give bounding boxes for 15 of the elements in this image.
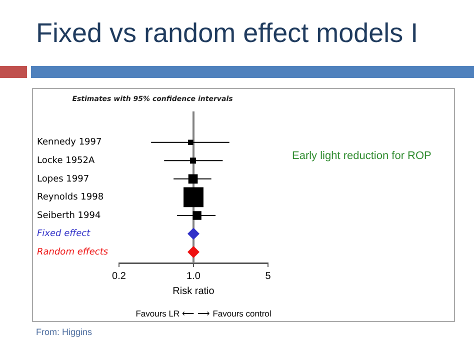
x-tick-label: 0.2 xyxy=(112,270,126,282)
text: From: Higgins xyxy=(36,327,92,337)
y-tick-label: Random effects xyxy=(37,247,108,258)
x-tick-label: 5 xyxy=(265,270,272,282)
chart-title: Fixed vs random effect models I xyxy=(36,18,418,49)
x-axis-title: Risk ratio xyxy=(172,286,215,297)
x-tick-label: 1.0 xyxy=(186,270,201,282)
y-tick-label: Kennedy 1997 xyxy=(37,138,102,148)
text: Early light reduction for ROP xyxy=(292,150,432,162)
y-tick-label: Fixed effect xyxy=(37,229,91,240)
y-tick-label: Locke 1952A xyxy=(37,156,96,166)
text: Favours LR ⟵ ⟶ Favours control xyxy=(136,308,272,318)
y-tick-label: Seiberth 1994 xyxy=(37,210,101,221)
y-tick-label: Lopes 1997 xyxy=(37,174,90,184)
y-tick-label: Reynolds 1998 xyxy=(37,192,104,203)
